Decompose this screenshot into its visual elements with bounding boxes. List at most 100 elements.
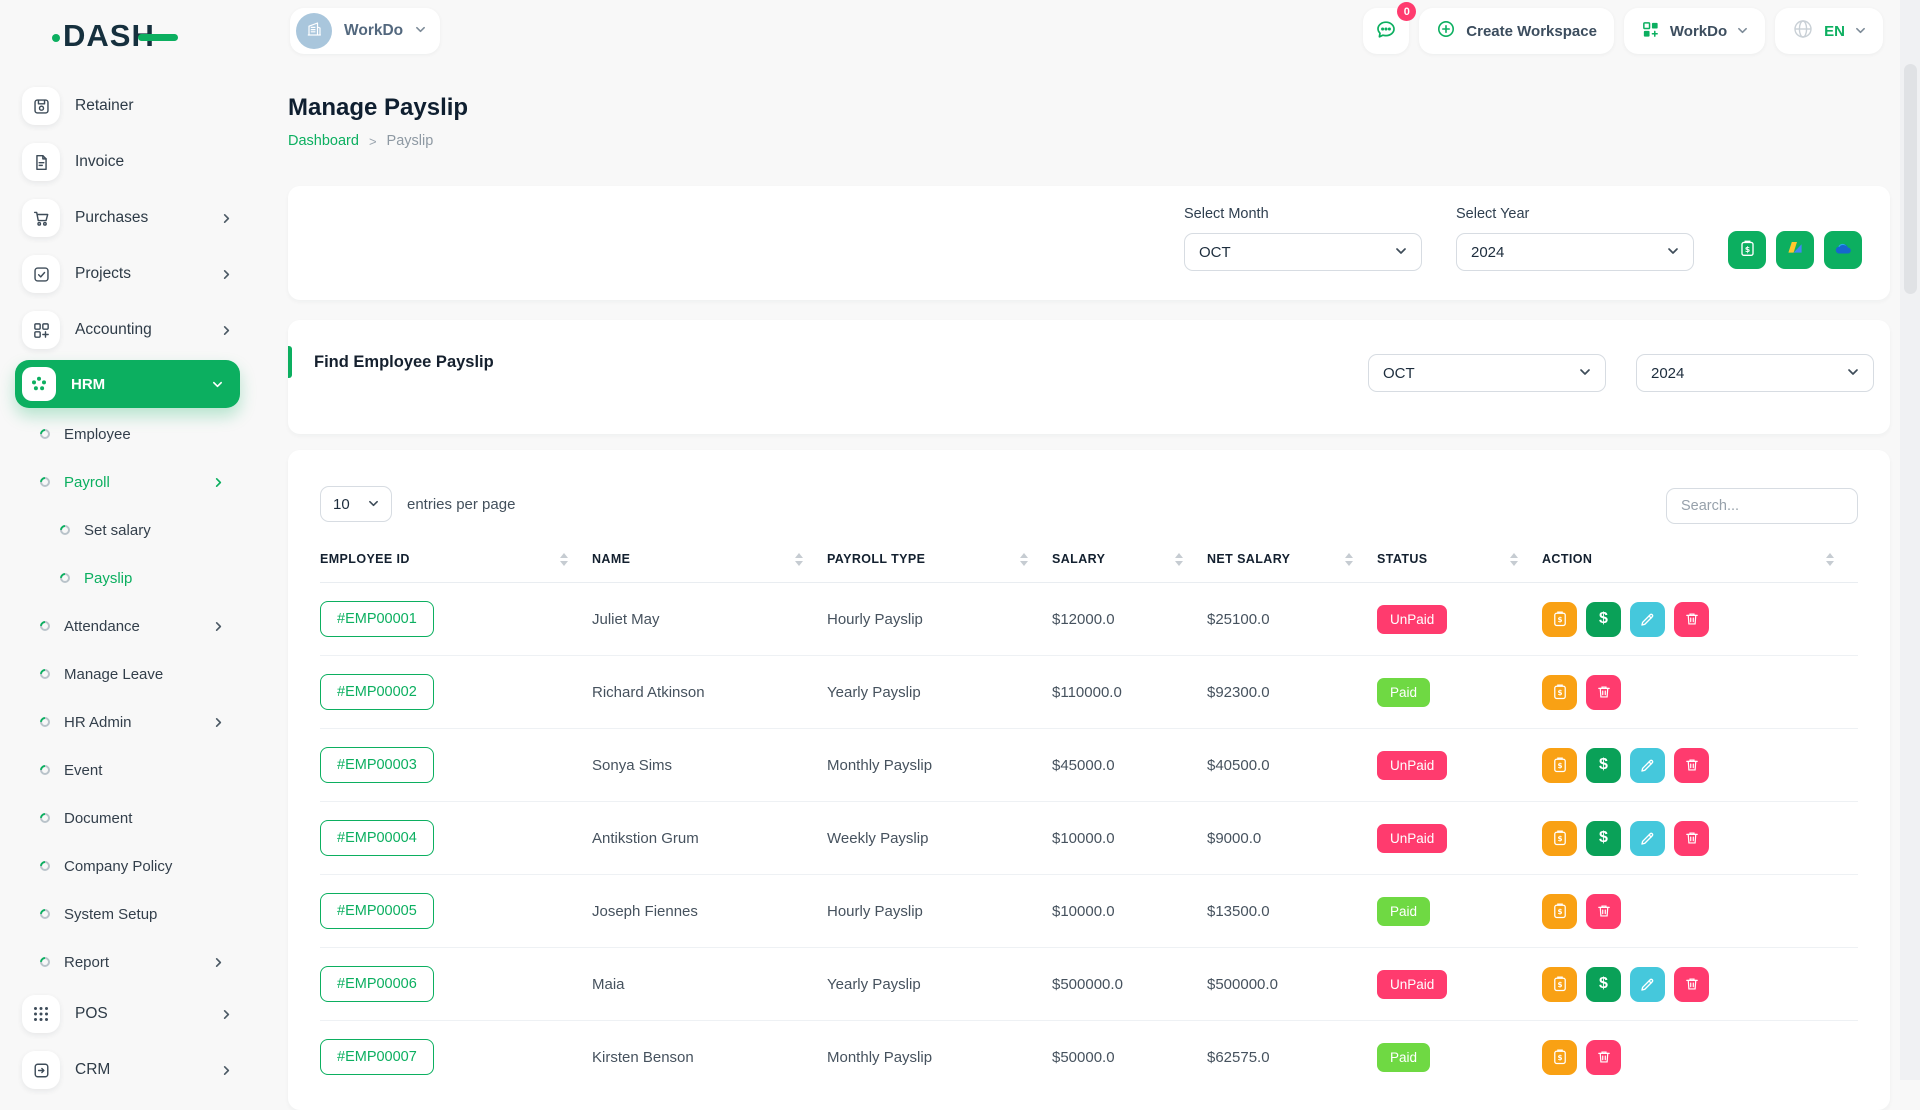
- column-header-action[interactable]: ACTION: [1542, 552, 1858, 583]
- edit-button[interactable]: [1630, 820, 1665, 856]
- sort-icon[interactable]: [1510, 552, 1518, 566]
- sidebar-item-manage-leave[interactable]: Manage Leave: [0, 650, 270, 698]
- column-header-payroll-type[interactable]: PAYROLL TYPE: [827, 552, 1052, 583]
- bullet-icon: [37, 714, 53, 730]
- payslip-button[interactable]: $: [1542, 966, 1577, 1002]
- sidebar-item-hr-admin[interactable]: HR Admin: [0, 698, 270, 746]
- delete-button[interactable]: [1674, 747, 1709, 783]
- edit-button[interactable]: [1630, 966, 1665, 1002]
- sidebar-item-event[interactable]: Event: [0, 746, 270, 794]
- employee-id-badge[interactable]: #EMP00004: [320, 820, 434, 856]
- delete-button[interactable]: [1674, 966, 1709, 1002]
- year-select-value: 2024: [1471, 243, 1505, 261]
- edit-button[interactable]: [1630, 747, 1665, 783]
- sidebar-item-accounting[interactable]: Accounting: [0, 302, 270, 358]
- app-logo[interactable]: DASH: [52, 20, 178, 51]
- messages-button[interactable]: 0: [1363, 2, 1417, 54]
- sort-icon[interactable]: [1345, 552, 1353, 566]
- language-selector[interactable]: EN: [1775, 8, 1883, 54]
- pay-button[interactable]: $: [1586, 966, 1621, 1002]
- column-header-salary[interactable]: SALARY: [1052, 552, 1207, 583]
- pay-button[interactable]: $: [1586, 747, 1621, 783]
- table-row: #EMP00004 Antikstion Grum Weekly Payslip $1…: [320, 801, 1858, 875]
- sidebar-item-label: Retainer: [75, 97, 134, 114]
- employee-id-badge[interactable]: #EMP00007: [320, 1039, 434, 1076]
- page-scrollbar[interactable]: [1900, 0, 1920, 1080]
- sort-icon[interactable]: [795, 552, 803, 566]
- status-badge: Paid: [1377, 677, 1431, 707]
- payslip-button[interactable]: $: [1542, 747, 1577, 783]
- payslip-button[interactable]: $: [1542, 893, 1577, 929]
- find-month-select[interactable]: OCT: [1368, 354, 1606, 392]
- sidebar-item-hrm[interactable]: HRM: [0, 358, 270, 410]
- payslip-button[interactable]: $: [1542, 820, 1577, 856]
- bulk-payment-button[interactable]: $: [1728, 231, 1766, 269]
- column-header-name[interactable]: NAME: [592, 552, 827, 583]
- employee-id-badge[interactable]: #EMP00005: [320, 893, 434, 929]
- sidebar-item-payslip[interactable]: Payslip: [0, 554, 270, 602]
- edit-button[interactable]: [1630, 601, 1665, 637]
- delete-button[interactable]: [1586, 1039, 1621, 1075]
- sort-icon[interactable]: [1175, 552, 1183, 566]
- column-header-net-salary[interactable]: NET SALARY: [1207, 552, 1377, 583]
- workdo-menu-button[interactable]: WorkDo: [1623, 8, 1766, 54]
- pay-button[interactable]: $: [1586, 601, 1621, 637]
- find-year-select[interactable]: 2024: [1636, 354, 1874, 392]
- employee-id-badge[interactable]: #EMP00003: [320, 747, 434, 783]
- sort-icon[interactable]: [1020, 552, 1028, 566]
- sidebar-item-document[interactable]: Document: [0, 794, 270, 842]
- google-drive-button[interactable]: [1776, 231, 1814, 269]
- column-header-employee-id[interactable]: EMPLOYEE ID: [320, 552, 592, 583]
- sidebar-item-purchases[interactable]: Purchases: [0, 190, 270, 246]
- year-select[interactable]: 2024: [1456, 233, 1694, 271]
- delete-button[interactable]: [1586, 674, 1621, 710]
- payslip-button[interactable]: $: [1542, 1039, 1577, 1075]
- find-year-value: 2024: [1651, 364, 1685, 382]
- sidebar-item-employee[interactable]: Employee: [0, 410, 270, 458]
- sidebar-item-invoice[interactable]: Invoice: [0, 134, 270, 190]
- search-input[interactable]: [1666, 488, 1858, 524]
- employee-id-badge[interactable]: #EMP00006: [320, 966, 434, 1002]
- topbar: WorkDo 0 Create Workspace WorkDo: [270, 0, 1900, 62]
- find-employee-payslip-title: Find Employee Payslip: [314, 353, 494, 371]
- sidebar-item-payroll[interactable]: Payroll: [0, 458, 270, 506]
- breadcrumb-current: Payslip: [386, 133, 434, 149]
- sidebar-item-report[interactable]: Report: [0, 938, 270, 986]
- workspace-selector[interactable]: WorkDo: [290, 8, 441, 54]
- delete-button[interactable]: [1674, 601, 1709, 637]
- scrollbar-thumb[interactable]: [1904, 64, 1917, 294]
- select-month-label: Select Month: [1184, 206, 1269, 222]
- sidebar-item-label: Employee: [64, 425, 131, 443]
- create-workspace-button[interactable]: Create Workspace: [1419, 8, 1614, 54]
- sidebar-item-system-setup[interactable]: System Setup: [0, 890, 270, 938]
- delete-button[interactable]: [1674, 820, 1709, 856]
- bullet-icon: [37, 858, 53, 874]
- chevron-down-icon: [1847, 365, 1859, 382]
- entries-per-page-select[interactable]: 10: [320, 486, 392, 522]
- delete-button[interactable]: [1586, 893, 1621, 929]
- column-header-status[interactable]: STATUS: [1377, 552, 1542, 583]
- column-label: NAME: [592, 552, 631, 566]
- workspace-label: WorkDo: [344, 22, 404, 39]
- sidebar-item-projects[interactable]: Projects: [0, 246, 270, 302]
- sidebar-item-company-policy[interactable]: Company Policy: [0, 842, 270, 890]
- sort-icon[interactable]: [560, 552, 568, 566]
- sort-icon[interactable]: [1826, 552, 1834, 566]
- onedrive-button[interactable]: [1824, 231, 1862, 269]
- payslip-button[interactable]: $: [1542, 674, 1577, 710]
- pay-button[interactable]: $: [1586, 820, 1621, 856]
- employee-id-badge[interactable]: #EMP00002: [320, 674, 434, 710]
- sidebar-item-attendance[interactable]: Attendance: [0, 602, 270, 650]
- sidebar-item-crm[interactable]: CRM: [0, 1042, 270, 1098]
- payslip-button[interactable]: $: [1542, 601, 1577, 637]
- month-select[interactable]: OCT: [1184, 233, 1422, 271]
- net-salary-value: $92300.0: [1207, 683, 1270, 701]
- chevron-right-icon: [213, 621, 224, 632]
- sidebar-item-set-salary[interactable]: Set salary: [0, 506, 270, 554]
- employee-name: Sonya Sims: [592, 756, 673, 774]
- status-badge: UnPaid: [1377, 750, 1448, 780]
- employee-id-badge[interactable]: #EMP00001: [320, 601, 434, 637]
- breadcrumb-dashboard-link[interactable]: Dashboard: [288, 133, 359, 149]
- sidebar-item-pos[interactable]: POS: [0, 986, 270, 1042]
- sidebar-item-retainer[interactable]: Retainer: [0, 78, 270, 134]
